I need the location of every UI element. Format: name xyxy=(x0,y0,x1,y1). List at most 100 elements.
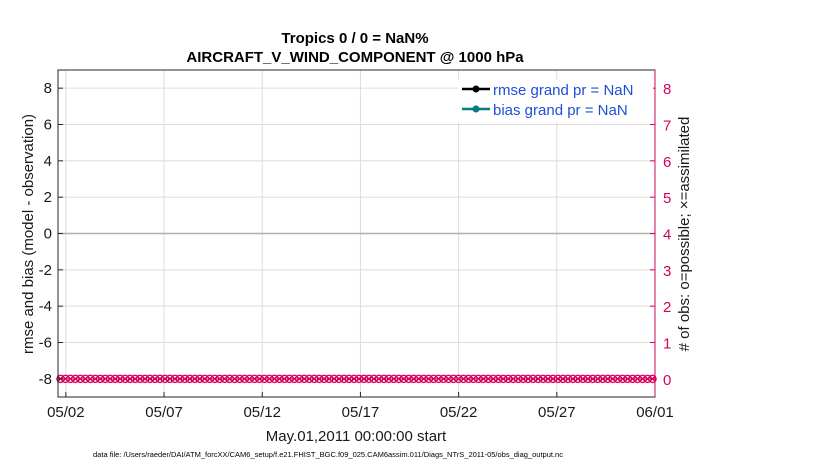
obs-possible-point xyxy=(553,374,563,384)
obs-possible-point xyxy=(479,374,488,384)
obs-possible-point xyxy=(190,374,200,384)
obs-possible-point xyxy=(150,374,160,384)
obs-possible-point xyxy=(295,374,304,384)
data-file-footer: data file: /Users/raeder/DAI/ATM_forcXX/… xyxy=(93,450,563,459)
y-right-tick-label: 8 xyxy=(663,81,671,98)
obs-possible-point xyxy=(225,374,234,384)
x-tick-label: 05/22 xyxy=(440,404,478,421)
chart-title-line1: Tropics 0 / 0 = NaN% xyxy=(281,30,428,47)
obs-possible-point xyxy=(439,374,448,384)
y-axis-right: 0 1 2 3 4 5 6 7 8 xyxy=(650,70,671,397)
obs-possible-point xyxy=(598,374,608,384)
obs-possible-point xyxy=(384,374,394,384)
obs-possible-point xyxy=(638,374,647,384)
obs-possible-point xyxy=(309,374,319,384)
obs-possible-point xyxy=(354,374,364,384)
obs-possible-point xyxy=(593,374,603,384)
obs-possible-point xyxy=(379,374,389,384)
obs-possible-point xyxy=(518,374,528,384)
obs-possible-point xyxy=(349,374,359,384)
obs-possible-point xyxy=(444,374,453,384)
obs-possible-point xyxy=(130,374,140,384)
obs-possible-point xyxy=(185,374,195,384)
obs-possible-point xyxy=(165,374,175,384)
obs-possible-point xyxy=(563,374,573,384)
obs-possible-point xyxy=(538,374,548,384)
obs-possible-point xyxy=(314,374,324,384)
obs-possible-point xyxy=(110,374,120,384)
obs-possible-point xyxy=(454,374,463,384)
x-tick-label: 06/01 xyxy=(636,404,674,421)
obs-possible-point xyxy=(200,374,210,384)
obs-possible-point xyxy=(329,374,339,384)
obs-possible-point xyxy=(548,374,558,384)
obs-possible-point xyxy=(558,374,568,384)
obs-possible-point xyxy=(359,374,369,384)
obs-possible-point xyxy=(374,374,384,384)
obs-possible-point xyxy=(319,374,329,384)
obs-possible-point xyxy=(81,374,90,384)
y-left-tick-label: 4 xyxy=(44,153,52,170)
x-tick-label: 05/17 xyxy=(342,404,380,421)
obs-possible-point xyxy=(275,374,284,384)
x-tick-label: 05/12 xyxy=(243,404,281,421)
obs-possible-point xyxy=(76,374,85,384)
obs-possible-point xyxy=(429,374,438,384)
obs-possible-point xyxy=(170,374,180,384)
obs-possible-point xyxy=(578,374,588,384)
obs-possible-point xyxy=(489,374,498,384)
y-left-tick-label: -8 xyxy=(39,371,52,388)
obs-possible-point xyxy=(210,374,219,384)
legend-rmse-label: rmse grand pr = NaN xyxy=(493,82,633,99)
y-left-tick-label: 0 xyxy=(44,226,52,243)
obs-possible-point xyxy=(628,374,637,384)
obs-possible-point xyxy=(324,374,334,384)
obs-possible-point xyxy=(180,374,190,384)
obs-possible-point xyxy=(115,374,125,384)
obs-possible-point xyxy=(86,374,95,384)
y-right-tick-label: 4 xyxy=(663,227,671,244)
y-axis-right-label: # of obs: o=possible; ×=assimilated xyxy=(676,117,693,352)
obs-possible-point xyxy=(56,374,65,384)
obs-possible-point xyxy=(91,374,100,384)
obs-possible-point xyxy=(230,374,239,384)
obs-possible-point xyxy=(66,374,75,384)
x-axis: 05/02 05/07 05/12 05/17 05/22 05/27 06/01 xyxy=(47,392,674,421)
obs-possible-point xyxy=(155,374,165,384)
obs-possible-point xyxy=(250,374,259,384)
obs-possible-point xyxy=(160,374,170,384)
obs-possible-point xyxy=(245,374,254,384)
obs-possible-point xyxy=(528,374,538,384)
obs-possible-point xyxy=(499,374,508,384)
y-axis-left-label: rmse and bias (model - observation) xyxy=(20,114,37,354)
obs-possible-point xyxy=(265,374,274,384)
obs-possible-point xyxy=(96,374,105,384)
obs-possible-point xyxy=(464,374,473,384)
obs-possible-point xyxy=(434,374,443,384)
obs-possible-point xyxy=(240,374,249,384)
obs-possible-point xyxy=(304,374,314,384)
obs-possible-point xyxy=(618,374,627,384)
y-left-tick-label: 8 xyxy=(44,80,52,97)
y-left-tick-label: -4 xyxy=(39,298,52,315)
obs-possible-point xyxy=(140,374,150,384)
obs-possible-point xyxy=(608,374,617,384)
obs-possible-point xyxy=(344,374,354,384)
obs-possible-point xyxy=(623,374,632,384)
y-axis-left: -8 -6 -4 -2 0 2 4 6 8 xyxy=(39,80,63,388)
obs-possible-point xyxy=(235,374,244,384)
y-left-tick-label: 6 xyxy=(44,117,52,134)
obs-possible-point xyxy=(449,374,458,384)
obs-possible-point xyxy=(533,374,543,384)
obs-possible-point xyxy=(369,374,379,384)
legend: rmse grand pr = NaN bias grand pr = NaN xyxy=(458,80,653,122)
obs-possible-point xyxy=(414,374,423,384)
y-right-tick-label: 2 xyxy=(663,299,671,316)
obs-possible-point xyxy=(543,374,553,384)
obs-possible-point xyxy=(513,374,523,384)
obs-possible-point xyxy=(613,374,622,384)
obs-possible-point xyxy=(105,374,115,384)
obs-possible-point xyxy=(399,374,409,384)
legend-bias-label: bias grand pr = NaN xyxy=(493,102,628,119)
